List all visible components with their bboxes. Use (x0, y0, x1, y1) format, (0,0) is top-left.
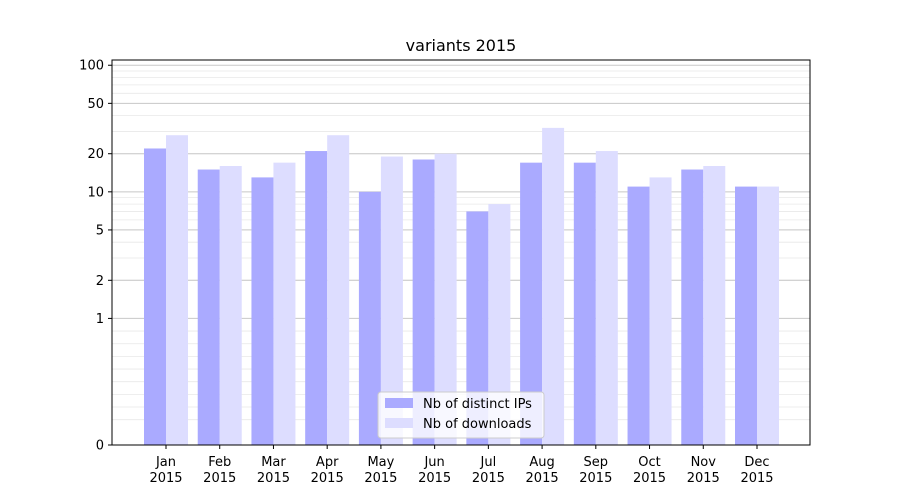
bar-distinct-ips (735, 186, 757, 446)
y-tick-label: 1 (96, 312, 104, 327)
legend-box (377, 391, 545, 439)
plot-frame (111, 59, 811, 446)
x-tick-label: Jan 2015 (149, 455, 182, 486)
bar-downloads (757, 186, 779, 446)
x-tick-label: Aug 2015 (526, 455, 559, 486)
x-tick-label: Oct 2015 (633, 455, 666, 486)
legend-swatch (385, 398, 413, 408)
x-tick-label: Dec 2015 (740, 455, 773, 486)
bar-distinct-ips (358, 191, 381, 445)
legend-label: Nb of downloads (423, 417, 532, 432)
x-axis: Jan 2015 Feb 2015 Mar 2015 Apr 2015 May 2015 Jun 20… (149, 445, 774, 486)
bar-distinct-ips (197, 169, 220, 445)
legend: Nb of distinct IPs Nb of downloads (377, 391, 545, 439)
bar-distinct-ips (520, 162, 543, 445)
bar-distinct-ips (627, 186, 650, 446)
bar-distinct-ips (573, 162, 596, 445)
x-tick-label: May 2015 (364, 455, 397, 486)
bar-distinct-ips (412, 159, 435, 445)
bar-downloads (649, 177, 672, 446)
y-tick-label: 50 (87, 97, 104, 112)
y-tick-label: 2 (96, 274, 104, 289)
legend-label: Nb of distinct IPs (423, 397, 532, 412)
y-axis: 0 1 2 5 10 20 50 100 (79, 59, 112, 454)
bar-distinct-ips (305, 151, 328, 445)
y-tick-label: 20 (87, 147, 104, 162)
x-tick-label: Mar 2015 (257, 455, 290, 486)
bar-downloads (380, 156, 403, 446)
x-tick-label: Apr 2015 (311, 455, 344, 486)
bar-downloads (595, 151, 618, 445)
bar-downloads (327, 135, 350, 445)
bar-distinct-ips (466, 211, 489, 445)
bar-downloads (542, 127, 565, 445)
y-tick-label: 10 (87, 185, 104, 200)
bar-distinct-ips (251, 177, 274, 446)
chart-title: variants 2015 (406, 36, 517, 55)
legend-swatch (385, 418, 413, 428)
bar-downloads (273, 162, 296, 445)
x-tick-label: Feb 2015 (203, 455, 236, 486)
y-tick-label: 0 (96, 439, 104, 454)
y-tick-label: 100 (79, 59, 104, 74)
bar-downloads (166, 135, 188, 445)
bar-distinct-ips (681, 169, 704, 445)
bar-downloads (219, 165, 242, 446)
bar-downloads (434, 153, 457, 446)
x-tick-label: Jun 2015 (418, 455, 451, 486)
bar-downloads (703, 165, 726, 446)
x-tick-label: Nov 2015 (687, 455, 720, 486)
x-tick-label: Jul 2015 (472, 455, 505, 486)
bar-downloads (488, 204, 511, 445)
bar-distinct-ips (144, 148, 166, 445)
bars (144, 127, 779, 446)
x-tick-label: Sep 2015 (579, 455, 612, 486)
y-tick-label: 5 (96, 223, 104, 238)
